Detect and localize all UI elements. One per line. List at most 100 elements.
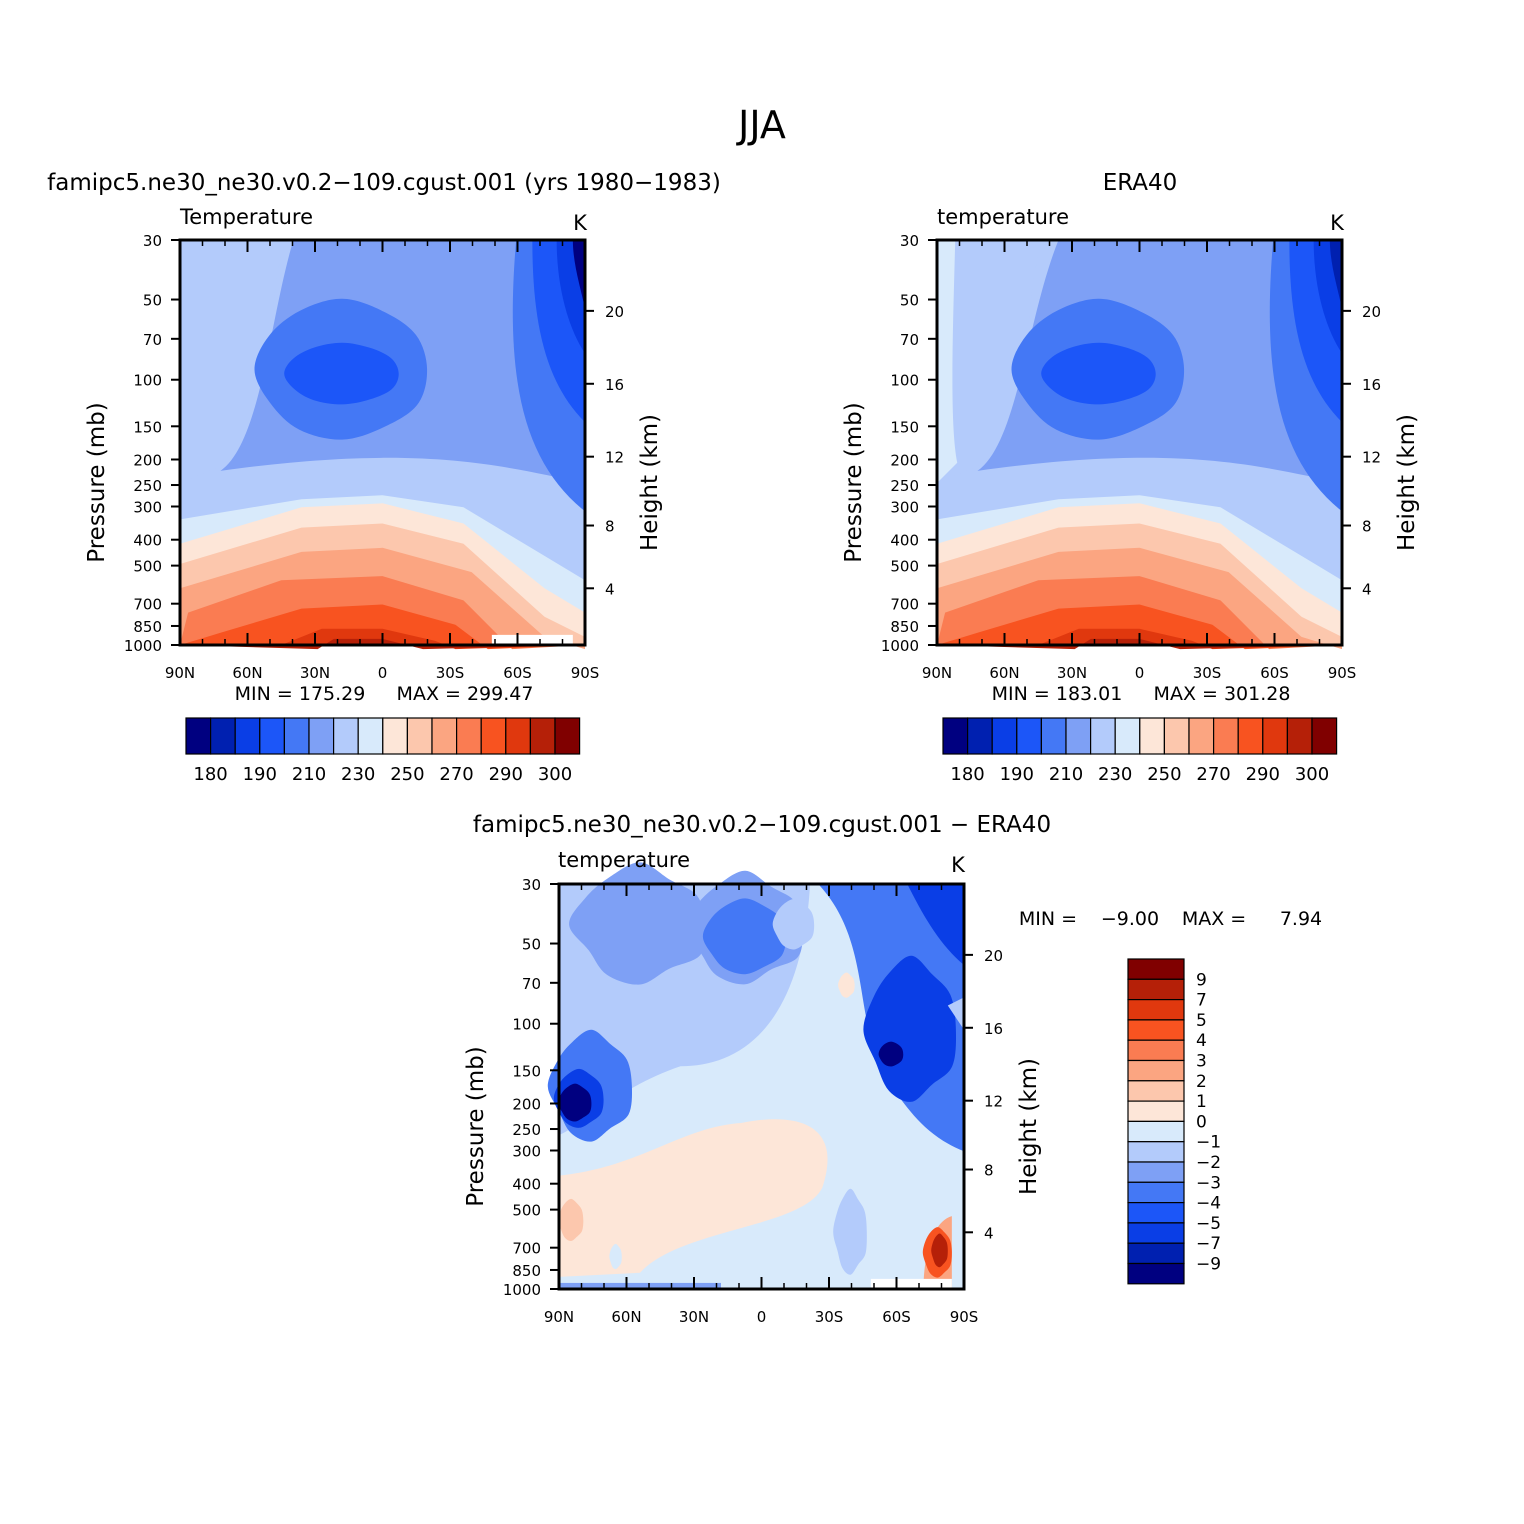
contour-band [559,1282,721,1289]
colorbar-swatch [456,717,482,755]
pressure-tick-label: 100 [133,372,162,390]
height-tick-label: 12 [605,449,624,467]
colorbar-swatch [942,717,969,755]
panel-b-title: ERA40 [1103,170,1178,196]
lat-tick-label: 90S [571,664,600,682]
lat-tick-label: 0 [378,664,388,682]
height-tick-label: 16 [1362,376,1381,394]
contour-band [702,898,786,975]
colorbar-swatch [1212,717,1239,755]
pressure-tick-label: 70 [143,331,162,349]
colorbar-swatch [1237,717,1264,755]
colorbar-tick-label: −4 [1196,1194,1221,1214]
pressure-tick-label: 700 [890,596,919,614]
colorbar-swatch [1262,717,1289,755]
colorbar-swatch [185,717,212,755]
colorbar-swatch [1089,717,1116,755]
colorbar-swatch [1127,1222,1185,1244]
pressure-tick-label: 400 [512,1176,541,1194]
colorbar-swatch [1127,1201,1185,1224]
colorbar-swatch [966,717,993,755]
contour-band [1041,342,1156,405]
colorbar-swatch [1127,1039,1185,1062]
height-tick-label: 20 [1362,303,1381,321]
plot-frame [557,882,966,1291]
lat-tick-label: 90N [544,1308,574,1326]
page-title: JJA [736,103,786,147]
colorbar-swatch [333,717,359,755]
contour-band [559,1119,828,1277]
contour-band [838,972,855,998]
missing-data-mask [491,634,573,645]
colorbar-tick-label: 210 [1049,764,1083,785]
panel-b-units: K [1330,211,1345,235]
colorbar-swatch [1311,717,1338,755]
colorbar-swatch [1188,717,1215,755]
colorbar-tick-label: 270 [439,764,473,785]
colorbar-tick-label: 300 [1295,764,1329,785]
colorbar-swatch [234,717,261,755]
contour-band [833,1188,867,1275]
panel-c-max-label: MAX = [1182,908,1246,930]
height-tick-label: 20 [605,303,624,321]
colorbar-swatch [1139,717,1166,755]
colorbar-tick-label: −7 [1196,1234,1221,1254]
colorbar-tick-label: 3 [1196,1052,1207,1072]
temperature-field [180,240,585,650]
contour-band [931,1233,948,1268]
pressure-tick-label: 500 [890,558,919,576]
contour-band [937,604,1342,650]
pressure-tick-label: 1000 [881,637,919,655]
panel-c-max-value: 7.94 [1280,908,1322,930]
colorbar-tick-label: 300 [538,764,572,785]
colorbar-swatch [382,717,408,755]
pressure-tick-label: 850 [512,1262,541,1280]
pressure-tick-label: 700 [133,596,162,614]
pressure-tick-label: 200 [890,452,919,470]
colorbar-tick-label: −9 [1196,1255,1221,1275]
pressure-tick-label: 30 [900,232,919,250]
height-tick-label: 20 [984,947,1003,965]
contour-band [1329,240,1342,309]
contour-band [558,1198,584,1242]
colorbar-tick-label: 190 [243,764,277,785]
colorbar-tick-label: 9 [1196,970,1207,990]
panel-a-min: MIN = 175.29 [235,683,366,705]
pressure-tick-label: 1000 [503,1281,541,1299]
plot-frame [178,238,587,647]
panel-c-title: famipc5.ne30_ne30.v0.2−109.cgust.001 − E… [473,812,1051,838]
missing-data-mask [870,1278,952,1289]
lat-tick-label: 60N [232,664,262,682]
pressure-tick-label: 500 [133,558,162,576]
colorbar-swatch [1127,1141,1185,1163]
pressure-tick-label: 30 [522,876,541,894]
colorbar-tick-label: 180 [950,764,984,785]
colorbar-swatch [357,717,384,755]
colorbar-swatch [1065,717,1092,755]
panel-c-units: K [951,853,966,877]
colorbar-swatch [1127,958,1185,980]
lat-tick-label: 90S [950,1308,979,1326]
colorbar-swatch [480,717,507,755]
colorbar-swatch [1127,998,1185,1021]
colorbar-tick-label: 7 [1196,991,1207,1011]
contour-band [878,1041,904,1067]
lat-tick-label: 90N [165,664,195,682]
pressure-tick-label: 850 [133,618,162,636]
y-axis-right-label: Height (km) [1016,1058,1042,1195]
contour-band [569,862,706,985]
height-tick-label: 4 [984,1224,994,1242]
contour-band [180,240,286,483]
y-axis-right-label: Height (km) [637,414,663,551]
height-tick-label: 8 [984,1162,994,1180]
lat-tick-label: 60S [882,1308,911,1326]
lat-tick-label: 30N [300,664,330,682]
colorbar-swatch [554,717,581,755]
pressure-tick-label: 50 [143,292,162,310]
contour-band [180,604,585,650]
pressure-tick-label: 250 [133,477,162,495]
